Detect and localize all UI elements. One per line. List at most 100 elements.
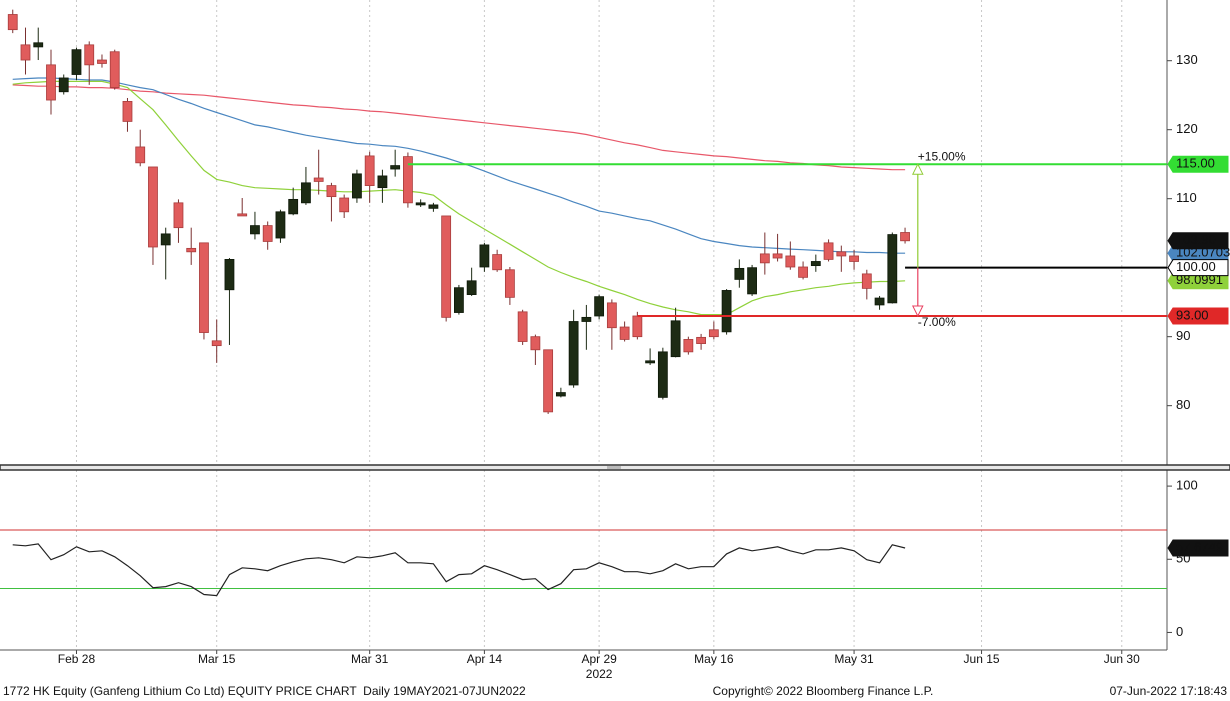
candle-body (568, 321, 579, 386)
rsi-last-label-box (1167, 539, 1229, 557)
candle-body (734, 267, 745, 280)
candle-body (530, 336, 541, 351)
last-price-label-box (1167, 232, 1229, 250)
x-tick-label: Mar 31 (351, 652, 389, 666)
x-tick-label: May 16 (694, 652, 734, 666)
candle-body (224, 259, 235, 291)
candle-body (46, 64, 56, 101)
candle-body (33, 42, 44, 48)
candle-body (772, 253, 783, 259)
candle-body (339, 197, 350, 213)
candle-body (479, 244, 490, 268)
level-label-box (1167, 307, 1229, 325)
x-year-label: 2022 (586, 667, 613, 681)
candle-body (721, 290, 732, 333)
y-tick-label: 90 (1176, 328, 1190, 343)
candle-body (670, 320, 681, 358)
y-tick-label: 120 (1176, 121, 1198, 136)
y-tick-label: 0 (1176, 624, 1183, 639)
candle-body (861, 273, 872, 289)
y-tick-label: 130 (1176, 52, 1198, 67)
plot-background (0, 0, 1167, 650)
moving-average-line (12, 80, 906, 316)
x-tick-label: Mar 15 (198, 652, 236, 666)
candle-body (657, 351, 668, 398)
y-tick-label: 80 (1176, 397, 1190, 412)
candle-body (160, 233, 171, 246)
candle-body (441, 215, 452, 318)
candle-body (492, 254, 503, 271)
candle-body (581, 316, 592, 322)
level-label: 100.00 (1176, 259, 1216, 274)
level-label-box (1167, 259, 1229, 277)
candle-body (696, 336, 706, 344)
x-tick-label: Jun 30 (1104, 652, 1140, 666)
arrow-head (911, 305, 924, 318)
candle-body (109, 51, 120, 89)
candle-body (415, 202, 426, 206)
candle-body (466, 280, 477, 295)
candle-body (810, 261, 821, 267)
candle-body (798, 266, 808, 278)
candle-body (262, 225, 273, 242)
candle-body (428, 204, 439, 209)
candle-body (390, 165, 401, 170)
candle-body (747, 267, 757, 295)
candle-body (148, 166, 158, 248)
candle-body (84, 44, 95, 66)
candle-body (364, 155, 375, 186)
candle-body (250, 225, 260, 235)
candle-body (173, 202, 184, 229)
level-label: 93.00 (1176, 307, 1209, 322)
candle-body (823, 242, 834, 260)
candle-body (199, 242, 209, 333)
candle-body (288, 198, 299, 215)
candle-body (874, 297, 885, 306)
x-tick-label: Feb 28 (58, 652, 96, 666)
candle-body (555, 392, 566, 397)
candle-body (275, 211, 286, 239)
candle-body (900, 232, 910, 242)
candle-body (7, 14, 18, 31)
candle-body (887, 234, 898, 304)
footer-center: Copyright© 2022 Bloomberg Finance L.P. (713, 684, 934, 698)
rsi-last-label: 57.6749 (1176, 539, 1223, 554)
x-tick-label: May 31 (834, 652, 874, 666)
candle-body (708, 329, 719, 338)
candle-body (759, 253, 770, 264)
candle-body (543, 349, 554, 413)
candle-body (403, 156, 413, 204)
candle-body (135, 146, 146, 164)
candle-body (186, 247, 197, 253)
panel-handle (607, 466, 621, 469)
candle-body (849, 255, 859, 262)
candle-body (237, 213, 248, 217)
candle-body (301, 182, 311, 204)
x-tick-label: Jun 15 (964, 652, 1000, 666)
footer-left: 1772 HK Equity (Ganfeng Lithium Co Ltd) … (3, 684, 526, 698)
candle-body (211, 340, 222, 347)
footer-right: 07-Jun-2022 17:18:43 (1110, 684, 1228, 698)
candle-body (20, 44, 31, 61)
candle-body (454, 287, 464, 313)
move-label: +15.00% (918, 149, 966, 163)
candle-body (517, 311, 528, 342)
last-price-label: 103.90 (1176, 232, 1216, 247)
candle-body (122, 101, 133, 122)
level-label-box (1167, 155, 1229, 173)
candle-body (785, 255, 796, 268)
candle-body (594, 296, 605, 317)
move-label: -7.00% (918, 315, 956, 329)
candle-body (683, 339, 694, 353)
candle-body (504, 269, 515, 298)
x-tick-label: Apr 29 (581, 652, 617, 666)
candle-body (836, 251, 847, 257)
x-tick-label: Apr 14 (467, 652, 503, 666)
candle-body (326, 185, 337, 198)
candle-body (619, 326, 630, 340)
y-tick-label: 110 (1176, 190, 1197, 205)
candle-body (352, 173, 362, 199)
candle-body (645, 360, 656, 364)
